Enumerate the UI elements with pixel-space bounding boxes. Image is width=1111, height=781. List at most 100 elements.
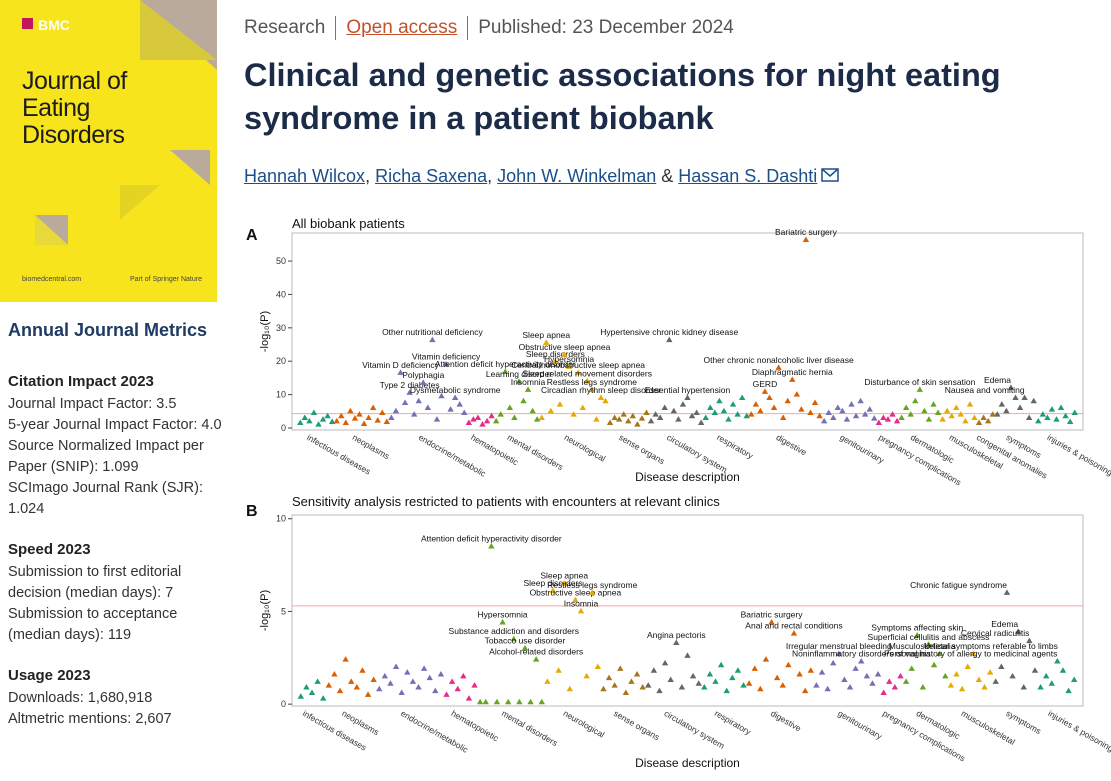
data-point: [579, 404, 586, 410]
point-label: Sleep apnea: [540, 571, 588, 581]
data-point: [493, 698, 501, 705]
data-point: [684, 652, 691, 658]
data-point: [1009, 672, 1016, 679]
email-icon[interactable]: [821, 168, 840, 182]
author-separator: ,: [487, 166, 498, 186]
x-category-label: neurological: [562, 708, 607, 740]
data-point: [605, 674, 613, 681]
point-label: Sleep disorders: [523, 578, 582, 588]
data-point: [597, 394, 605, 400]
data-point: [433, 416, 441, 422]
x-axis-label: Disease description: [635, 470, 740, 484]
data-point: [615, 416, 623, 422]
data-point: [1037, 683, 1044, 690]
data-point: [547, 407, 555, 414]
author-link[interactable]: Hannah Wilcox: [244, 166, 366, 186]
point-label: Vitamin D deficiency: [362, 360, 440, 370]
data-point: [451, 394, 459, 400]
metric-line: Journal Impact Factor: 3.5: [8, 396, 177, 412]
author-link[interactable]: John W. Winkelman: [497, 166, 657, 186]
data-point: [520, 397, 527, 404]
y-tick-label: 50: [276, 256, 286, 266]
data-point: [984, 417, 992, 424]
open-access[interactable]: Open access: [335, 16, 467, 40]
data-point: [748, 411, 755, 417]
point-label: Chronic fatigue syndrome: [910, 580, 1007, 590]
author-link[interactable]: Richa Saxena: [375, 166, 488, 186]
metrics-heading: Annual Journal Metrics: [8, 320, 208, 340]
data-point: [869, 680, 876, 686]
data-point: [369, 404, 377, 410]
data-point: [622, 689, 630, 696]
data-point: [465, 695, 473, 701]
data-point: [790, 630, 798, 636]
data-point: [521, 645, 529, 651]
data-point: [863, 672, 871, 679]
data-point: [779, 682, 786, 688]
data-point: [424, 404, 432, 410]
data-point: [398, 689, 405, 696]
data-point: [1003, 589, 1011, 595]
data-point: [801, 687, 809, 694]
point-label: Personal history of allergy to medicinal…: [884, 648, 1057, 658]
data-point: [825, 409, 832, 415]
data-point: [483, 417, 491, 424]
point-label: Symptoms affecting skin: [871, 623, 963, 633]
data-point: [936, 650, 943, 657]
author-link[interactable]: Hassan S. Dashti: [678, 166, 818, 186]
data-point: [645, 682, 652, 688]
data-point: [861, 411, 869, 417]
data-point: [816, 412, 823, 419]
data-point: [1016, 404, 1024, 410]
data-point: [639, 683, 646, 690]
point-label: Urticaria: [924, 641, 956, 651]
data-point: [426, 674, 433, 681]
point-label: Edema: [991, 619, 1018, 629]
data-point: [650, 667, 658, 673]
article-type: Research: [244, 17, 326, 38]
data-point: [785, 661, 792, 668]
data-point: [602, 397, 609, 404]
data-point: [328, 418, 336, 424]
x-category-label: neoplasms: [351, 432, 392, 461]
point-label: GERD: [753, 379, 778, 389]
data-point: [404, 669, 411, 675]
data-point: [342, 656, 349, 662]
data-point: [348, 678, 355, 684]
data-point: [370, 676, 377, 683]
metrics-section: Usage 2023 Downloads: 1,680,918 Altmetric …: [8, 667, 223, 730]
metric-line: Submission to acceptance (median days): …: [8, 606, 178, 643]
data-point: [897, 672, 904, 679]
data-point: [620, 411, 627, 417]
data-point: [549, 587, 557, 594]
data-point: [524, 386, 532, 392]
data-point: [1042, 672, 1050, 679]
point-label: Obstructive sleep apnea: [519, 342, 611, 352]
y-tick-label: 0: [281, 699, 286, 709]
data-point: [998, 401, 1006, 407]
data-point: [701, 683, 708, 690]
y-tick-label: 30: [276, 323, 286, 333]
point-label: Noninflammatory disorders of vagina: [792, 648, 931, 658]
point-label: Learning disorder: [486, 369, 552, 379]
data-point: [617, 665, 624, 671]
point-label: Disturbance of skin sensation: [864, 377, 975, 387]
data-point: [957, 411, 965, 417]
data-point: [1053, 416, 1060, 422]
data-point: [338, 412, 345, 419]
y-tick-label: 20: [276, 356, 286, 366]
data-point: [454, 685, 461, 692]
data-point: [351, 415, 359, 421]
journal-cover[interactable]: BMC Journal of Eating Disorders biomedce…: [0, 0, 217, 302]
data-point: [798, 406, 805, 412]
data-point: [716, 397, 723, 404]
data-point: [729, 401, 737, 407]
data-point: [925, 641, 932, 647]
data-point: [947, 682, 955, 688]
point-label: Bariatric surgery: [741, 610, 804, 620]
data-point: [807, 409, 814, 415]
data-point: [866, 406, 873, 412]
data-point: [409, 678, 417, 684]
data-point: [729, 674, 736, 681]
